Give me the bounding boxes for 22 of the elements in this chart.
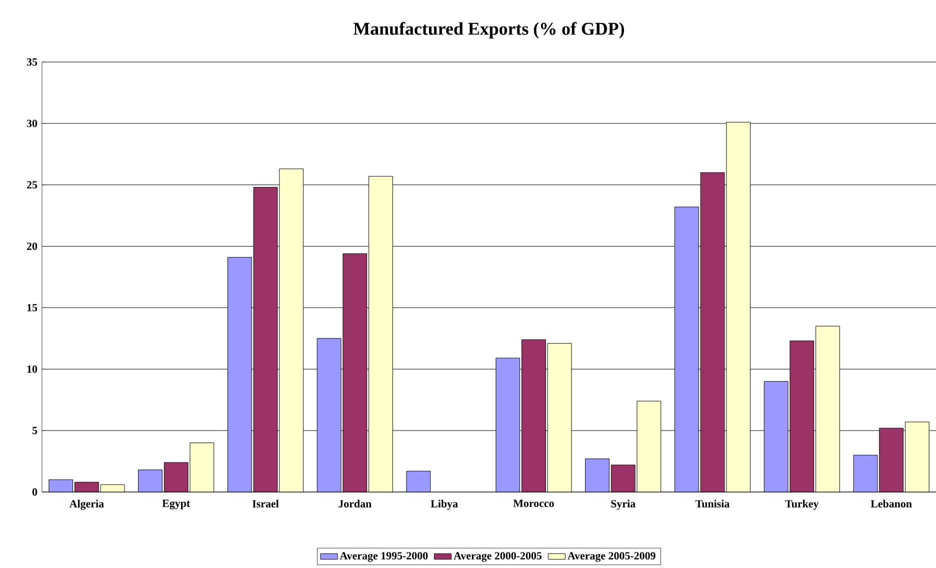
y-tick-label: 5 [32, 426, 38, 434]
legend-label: Average 2000-2005 [454, 552, 542, 562]
x-tick-label: Libya [430, 500, 458, 510]
chart-title: Manufactured Exports (% of GDP) [354, 22, 624, 38]
y-tick-label: 35 [26, 58, 38, 66]
x-tick-label: Morocco [513, 500, 554, 508]
x-tick-label: Lebanon [870, 500, 912, 508]
x-tick-label: Tunisia [696, 500, 730, 508]
x-tick-label: Syria [611, 500, 636, 510]
y-tick-label: 10 [27, 365, 38, 373]
y-tick-label: 15 [27, 304, 38, 312]
y-tick-label: 25 [26, 181, 38, 189]
y-tick-label: 30 [26, 120, 38, 128]
x-tick-label: Egypt [162, 500, 190, 510]
x-tick-label: Jordan [338, 500, 372, 508]
x-tick-label: Turkey [785, 500, 819, 510]
x-tick-label: Israel [252, 500, 279, 508]
y-tick-label: 0 [32, 488, 38, 496]
x-tick-label: Algeria [69, 500, 104, 510]
legend-label: Average 1995-2000 [340, 552, 428, 562]
legend-label: Average 2005-2009 [568, 552, 656, 562]
y-tick-label: 20 [26, 242, 38, 250]
